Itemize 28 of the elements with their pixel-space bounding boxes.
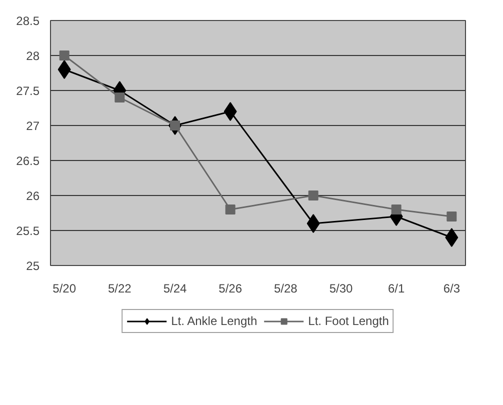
legend-label: Lt. Foot Length: [308, 314, 389, 328]
y-tick-label: 25.5: [16, 224, 40, 238]
point: [391, 204, 402, 214]
point: [308, 190, 318, 200]
x-tick-label: 5/28: [274, 282, 298, 296]
y-tick-label: 26.5: [16, 154, 40, 168]
legend-label: Lt. Ankle Length: [171, 314, 258, 328]
x-tick-label: 5/20: [52, 282, 76, 296]
point: [306, 214, 320, 233]
x-tick-label: 5/26: [218, 282, 242, 296]
point: [59, 50, 70, 60]
point: [225, 204, 236, 214]
y-tick-label: 26: [26, 189, 40, 203]
y-tick-label: 28: [26, 49, 40, 63]
y-tick-label: 28.5: [16, 14, 40, 28]
x-tick-label: 5/22: [108, 282, 132, 296]
x-tick-label: 6/1: [388, 282, 405, 296]
point: [446, 212, 457, 222]
point: [114, 92, 125, 102]
x-tick-label: 5/30: [329, 282, 354, 296]
x-tick-label: 6/3: [443, 282, 460, 296]
y-tick-label: 25: [26, 259, 40, 273]
point: [224, 102, 237, 121]
y-tick-label: 27.5: [16, 84, 40, 98]
x-tick-label: 5/24: [163, 282, 188, 296]
point: [58, 60, 71, 79]
y-tick-label: 27: [26, 119, 40, 133]
point: [445, 228, 458, 247]
